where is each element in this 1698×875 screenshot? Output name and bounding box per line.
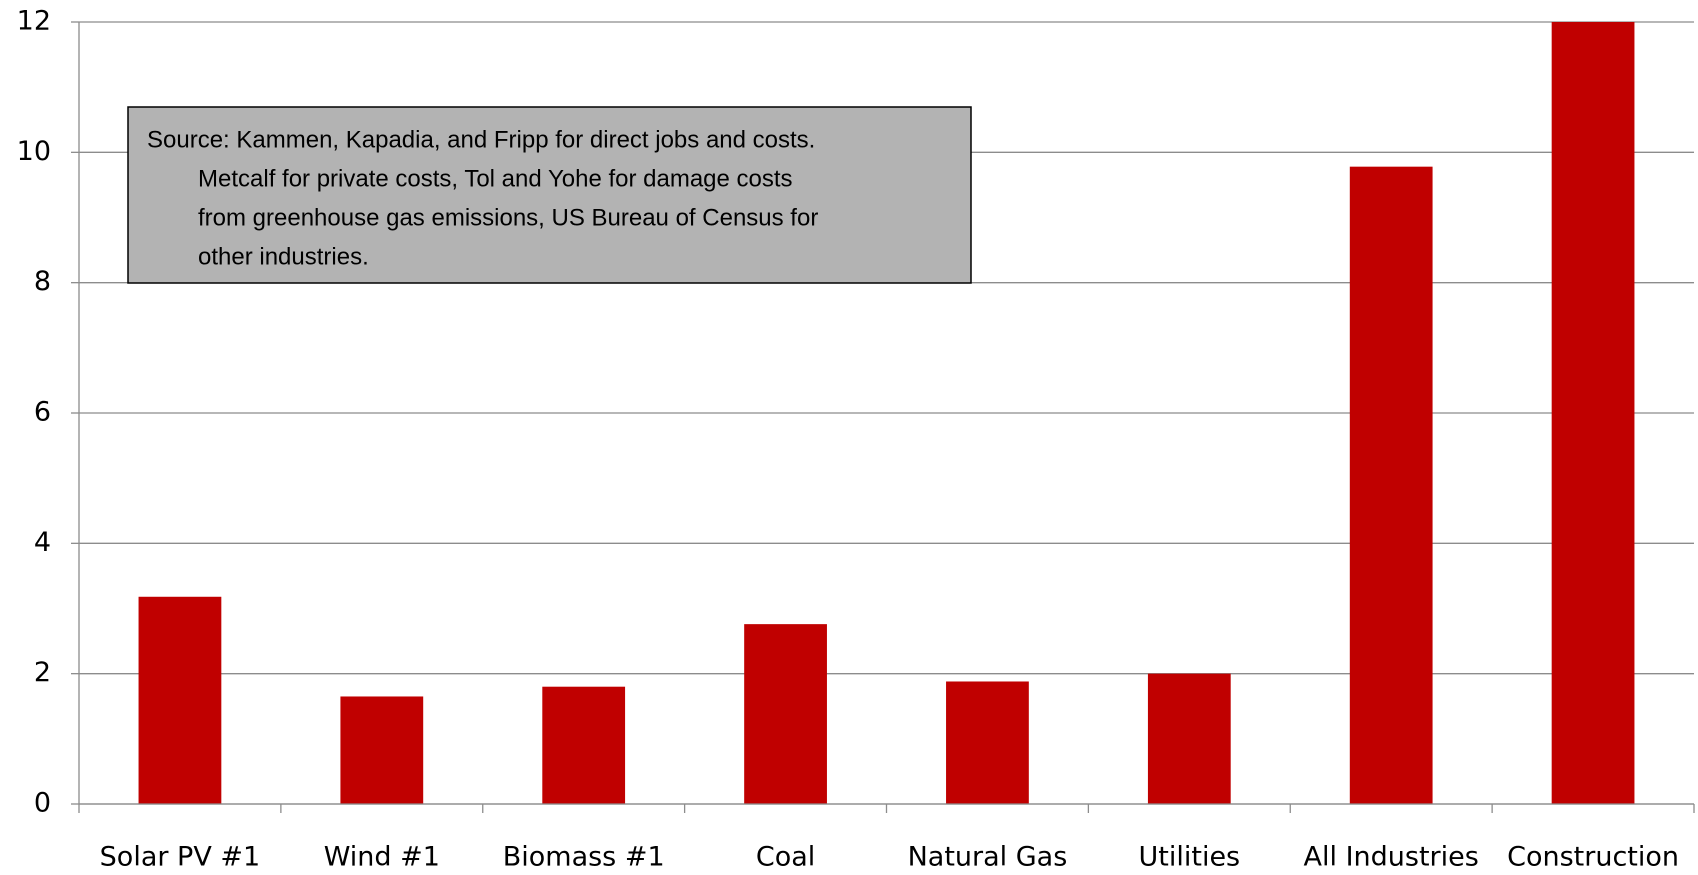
annotation-line: from greenhouse gas emissions, US Bureau… (198, 204, 818, 231)
x-tick-label: Solar PV #1 (100, 842, 261, 873)
x-tick-label: Natural Gas (908, 842, 1068, 873)
bar (542, 686, 626, 804)
annotation-box (127, 106, 972, 284)
y-tick-label: 12 (17, 6, 51, 37)
bar (138, 596, 222, 804)
annotation-line: other industries. (198, 243, 369, 270)
y-tick-label: 4 (34, 527, 51, 558)
bar (340, 696, 424, 804)
bar (1147, 673, 1231, 804)
bar (1551, 22, 1635, 804)
bar (946, 681, 1029, 804)
bar (1349, 166, 1433, 805)
annotation-line: Metcalf for private costs, Tol and Yohe … (198, 165, 793, 192)
y-tick-label: 8 (34, 266, 51, 297)
x-tick-label: Utilities (1139, 842, 1241, 873)
x-tick-label: Coal (756, 842, 815, 873)
y-tick-label: 2 (34, 657, 51, 688)
annotation-line: Source: Kammen, Kapadia, and Fripp for d… (147, 126, 815, 153)
y-tick-label: 6 (34, 397, 51, 428)
x-tick-label: Biomass #1 (503, 842, 665, 873)
x-tick-label: Wind #1 (324, 842, 440, 873)
x-tick-label: All Industries (1304, 842, 1479, 873)
x-tick-label: Construction (1507, 842, 1679, 873)
y-tick-label: 10 (17, 136, 51, 167)
y-tick-label: 0 (34, 788, 51, 819)
bar (744, 624, 827, 804)
